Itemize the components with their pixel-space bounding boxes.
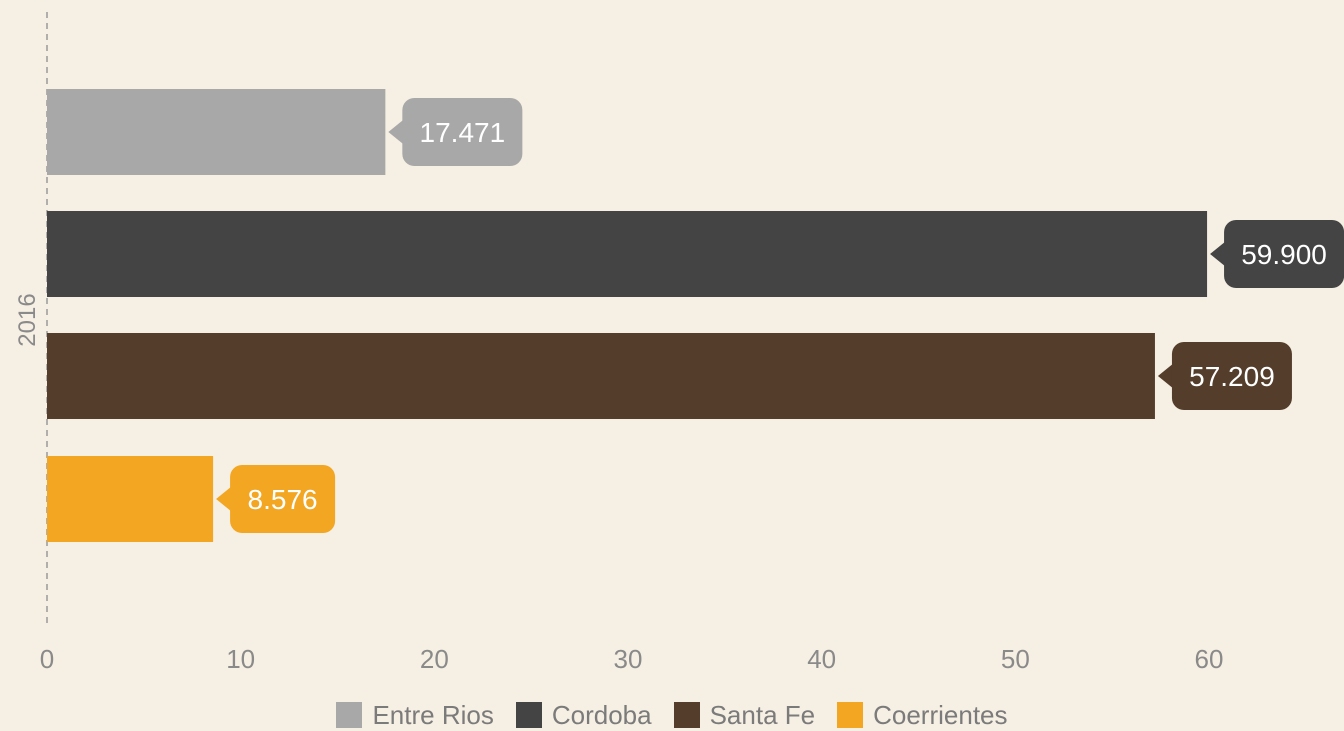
bar-entre-rios[interactable] [47,89,386,175]
legend-item-entre-rios[interactable]: Entre Rios [336,699,494,731]
legend-label: Cordoba [551,699,652,730]
legend-item-santa-fe[interactable]: Santa Fe [673,699,816,731]
legend-swatch [515,702,542,728]
x-tick-label: 20 [420,644,449,674]
legend: Entre Rios Cordoba Santa Fe Coerrientes [0,700,1344,730]
data-label-box [388,119,405,145]
legend-label: Entre Rios [372,699,494,730]
x-tick-label: 60 [1195,644,1224,674]
legend-label: Santa Fe [709,699,816,730]
data-label: 17.471 [420,117,506,148]
bar-chart: 2016 17.471 59.900 57.209 8.576 0 10 20 30 40 50… [14,12,1344,674]
legend-swatch [673,702,700,728]
bar-coerrientes[interactable] [47,456,214,542]
data-label-box [1224,220,1344,288]
data-label: 57.209 [1189,361,1275,392]
data-label-box [230,465,336,533]
legend-swatch [336,702,363,728]
x-tick-label: 40 [807,644,836,674]
data-label: 59.900 [1241,239,1327,270]
bar-santa-fe[interactable] [47,333,1155,419]
legend-item-cordoba[interactable]: Cordoba [515,699,652,731]
data-label: 8.576 [248,484,318,515]
x-tick-label: 30 [614,644,643,674]
data-label-box [216,486,233,512]
data-label-box [1171,342,1292,410]
data-label-box [402,98,523,166]
x-tick-label: 50 [1001,644,1030,674]
legend-swatch [837,702,864,728]
x-tick-label: 0 [40,644,54,674]
category-label: 2016 [14,293,41,346]
bar-cordoba[interactable] [47,211,1208,297]
legend-item-coerrientes[interactable]: Coerrientes [837,699,1008,731]
data-label-box [1157,363,1174,389]
x-tick-label: 10 [226,644,255,674]
legend-label: Coerrientes [873,699,1008,730]
data-label-box [1210,241,1227,267]
